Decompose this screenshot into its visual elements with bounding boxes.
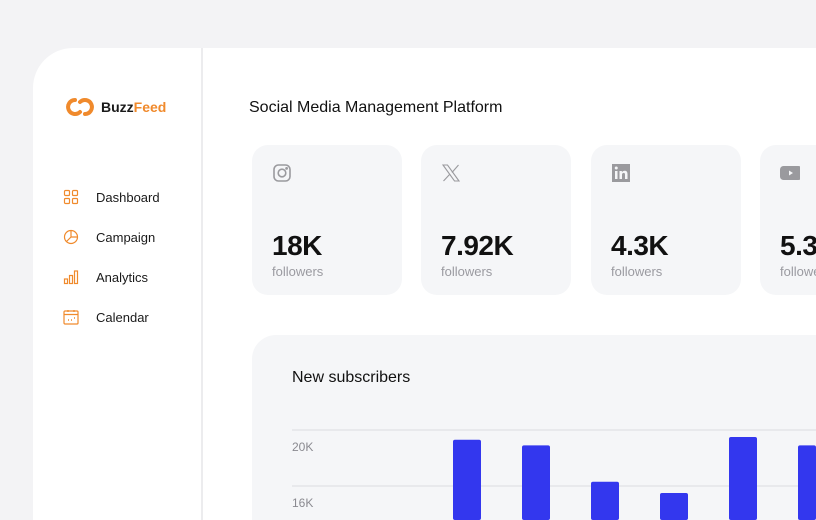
buzzfeed-logo-icon	[66, 98, 94, 116]
sidebar-item-dashboard[interactable]: Dashboard	[63, 177, 160, 217]
youtube-icon	[780, 166, 802, 180]
stat-value: 18K	[272, 230, 322, 261]
pie-chart-icon	[63, 229, 79, 245]
bar[interactable]	[453, 439, 481, 520]
sidebar-item-calendar[interactable]: Calendar	[63, 297, 160, 337]
brand-part1: Buzz	[101, 99, 134, 115]
bar[interactable]	[660, 493, 688, 520]
bar-chart-plot: 20K 16K	[292, 429, 816, 520]
stat-label: followers	[780, 264, 816, 279]
stat-label: followers	[441, 264, 493, 279]
y-tick-label: 16K	[292, 496, 313, 510]
stat-label: followers	[272, 264, 324, 279]
stat-label: followers	[611, 264, 663, 279]
chart-title: New subscribers	[292, 369, 411, 386]
stat-card-instagram[interactable]: 18K followers	[252, 145, 402, 295]
stat-card-linkedin[interactable]: 4.3K followers	[591, 145, 741, 295]
stat-card-x[interactable]: 7.92K followers	[421, 145, 571, 295]
sidebar-item-label: Dashboard	[96, 189, 160, 205]
y-tick-label: 20K	[292, 440, 313, 454]
bar-chart-icon	[63, 270, 79, 285]
bar[interactable]	[798, 445, 816, 520]
calendar-icon	[63, 310, 79, 325]
instagram-icon	[273, 164, 291, 182]
sidebar-divider	[201, 48, 203, 520]
bar[interactable]	[591, 481, 619, 520]
page-title: Social Media Management Platform	[249, 99, 503, 116]
stat-value: 4.3K	[611, 230, 669, 261]
brand-logo[interactable]: BuzzFeed	[66, 95, 166, 119]
grid-icon	[63, 189, 79, 205]
sidebar-nav: Dashboard Campaign Analytics Calendar	[63, 187, 160, 347]
bar[interactable]	[729, 437, 757, 520]
sidebar-item-label: Analytics	[96, 269, 149, 285]
sidebar-item-label: Campaign	[96, 229, 156, 245]
bar[interactable]	[522, 445, 550, 520]
stat-value: 7.92K	[441, 230, 514, 261]
new-subscribers-chart: New subscribers 20K 16K	[252, 335, 816, 520]
stat-card-youtube[interactable]: 5.3 followers	[760, 145, 816, 295]
x-icon	[441, 164, 461, 182]
linkedin-icon	[612, 164, 630, 182]
brand-name: BuzzFeed	[101, 99, 166, 115]
stat-value: 5.3	[780, 230, 816, 261]
sidebar-item-analytics[interactable]: Analytics	[63, 257, 160, 297]
sidebar-item-label: Calendar	[96, 309, 149, 325]
sidebar-item-campaign[interactable]: Campaign	[63, 217, 160, 257]
brand-part2: Feed	[133, 99, 167, 115]
